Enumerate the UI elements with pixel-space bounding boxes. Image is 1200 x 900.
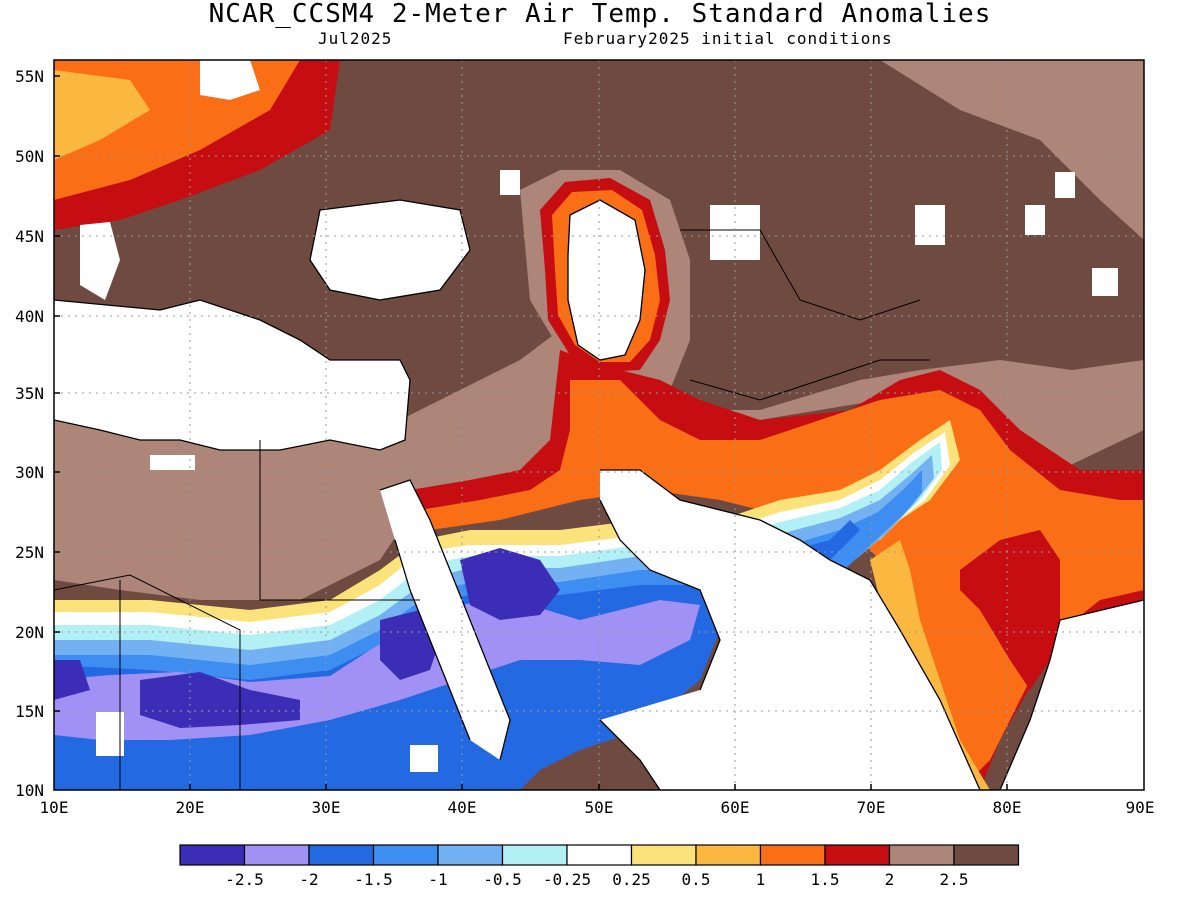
red-sea-west-coast xyxy=(394,539,471,741)
lat-label: 45N xyxy=(15,227,44,246)
black-sea-coast xyxy=(309,199,471,301)
lat-label: 50N xyxy=(15,147,44,166)
colorbar-swatch xyxy=(372,844,439,866)
mediterranean-sea xyxy=(54,300,410,450)
colorbar-swatch xyxy=(566,844,633,866)
graticule xyxy=(54,60,1144,790)
lon-label: 90E xyxy=(1126,798,1155,817)
arabian-sea-north-coast xyxy=(600,469,981,790)
lat-label: 40N xyxy=(15,307,44,326)
colorbar-label: 0.5 xyxy=(682,870,711,889)
colorbar-swatch xyxy=(759,844,826,866)
balkhash-lake xyxy=(915,205,945,245)
colorbar-label: 2 xyxy=(885,870,895,889)
anomaly-area-2-ne xyxy=(880,60,1144,240)
masked-cell-1 xyxy=(500,170,520,195)
red-sea xyxy=(380,480,510,760)
lon-label: 80E xyxy=(993,798,1022,817)
colorbar xyxy=(179,844,1020,866)
oman-coast xyxy=(599,499,721,691)
colorbar-label: 1.5 xyxy=(811,870,840,889)
colorbar-swatch xyxy=(501,844,568,866)
lat-label: 20N xyxy=(15,623,44,642)
anomaly-area-2-se xyxy=(1000,360,1144,420)
axis-ticks xyxy=(54,75,1008,790)
lat-label: 15N xyxy=(15,702,44,721)
longitude-labels: 10E 20E 30E 40E 50E 60E 70E 80E 90E xyxy=(40,798,1155,817)
colorbar-swatch xyxy=(630,844,697,866)
lon-label: 60E xyxy=(721,798,750,817)
forecast-month: Jul2025 xyxy=(318,29,393,48)
lon-label: 40E xyxy=(448,798,477,817)
anomaly-area-1p5-india-core xyxy=(960,530,1060,690)
lon-label: 30E xyxy=(312,798,341,817)
anomaly-area-0p5-europe xyxy=(54,70,150,160)
colorbar-label: -2 xyxy=(299,870,318,889)
anomaly-area-m2p5-west xyxy=(54,660,90,700)
latitude-labels: 55N 50N 45N 40N 35N 30N 25N 20N 15N 10N xyxy=(15,67,44,800)
colorbar-label: -0.25 xyxy=(543,870,591,889)
aral-sea xyxy=(710,205,760,260)
initial-conditions: February2025 initial conditions xyxy=(563,29,893,48)
egypt-sudan-border xyxy=(259,440,420,601)
colorbar-swatch xyxy=(179,844,246,866)
central-asia-border xyxy=(680,229,921,321)
colorbar-label: -1 xyxy=(428,870,447,889)
colorbar-label: -1.5 xyxy=(354,870,393,889)
masked-ocean-regions xyxy=(54,60,1144,790)
adriatic-gap xyxy=(80,222,120,300)
coastlines xyxy=(54,199,1144,790)
anomaly-area-m2p5-arabia xyxy=(460,548,560,620)
lat-label: 25N xyxy=(15,543,44,562)
colorbar-label: -2.5 xyxy=(225,870,264,889)
anomaly-field xyxy=(54,60,1144,790)
arabian-sea xyxy=(600,470,980,790)
red-sea-east-coast xyxy=(379,479,511,761)
caspian-sea xyxy=(568,200,645,360)
lat-label: 30N xyxy=(15,463,44,482)
colorbar-label: 1 xyxy=(756,870,766,889)
borders xyxy=(54,229,930,790)
anomaly-area-0p5-india-west xyxy=(870,540,990,790)
masked-cell-2 xyxy=(1025,205,1045,235)
lon-label: 50E xyxy=(585,798,614,817)
masked-cell-4 xyxy=(1092,268,1118,296)
masked-cell-3 xyxy=(1055,172,1075,198)
colorbar-label: -0.5 xyxy=(483,870,522,889)
colorbar-labels: -2.5 -2 -1.5 -1 -0.5 -0.25 0.25 0.5 1 1.5 2 2.5 xyxy=(225,870,968,889)
masked-cell-7 xyxy=(150,455,195,470)
baltic-gap xyxy=(200,60,260,100)
bay-of-bengal xyxy=(1000,600,1144,790)
chad-border xyxy=(54,574,241,790)
masked-cell-5 xyxy=(96,712,124,756)
horn-coast xyxy=(599,719,661,790)
caspian-coast xyxy=(567,199,646,361)
colorbar-swatch xyxy=(888,844,955,866)
colorbar-swatch xyxy=(695,844,762,866)
colorbar-swatch xyxy=(308,844,375,866)
colorbar-swatch xyxy=(953,844,1020,866)
india-east-coast xyxy=(999,599,1144,790)
lat-label: 35N xyxy=(15,384,44,403)
lat-label: 55N xyxy=(15,67,44,86)
lon-label: 70E xyxy=(857,798,886,817)
lon-label: 10E xyxy=(40,798,69,817)
masked-cell-6 xyxy=(410,745,438,772)
black-sea xyxy=(310,200,470,300)
mediterranean-coast xyxy=(54,299,411,451)
colorbar-swatch xyxy=(437,844,504,866)
lat-label: 10N xyxy=(15,781,44,800)
anomaly-area-m2p5-sudan xyxy=(140,672,300,728)
colorbar-label: 2.5 xyxy=(940,870,969,889)
map-title: NCAR_CCSM4 2-Meter Air Temp. Standard An… xyxy=(208,0,992,29)
colorbar-swatch xyxy=(243,844,310,866)
afghan-border xyxy=(689,359,930,401)
lon-label: 20E xyxy=(176,798,205,817)
colorbar-swatch xyxy=(824,844,891,866)
colorbar-label: 0.25 xyxy=(612,870,651,889)
